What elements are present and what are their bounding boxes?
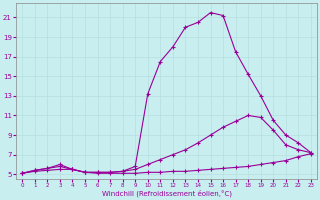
X-axis label: Windchill (Refroidissement éolien,°C): Windchill (Refroidissement éolien,°C) (101, 190, 232, 197)
